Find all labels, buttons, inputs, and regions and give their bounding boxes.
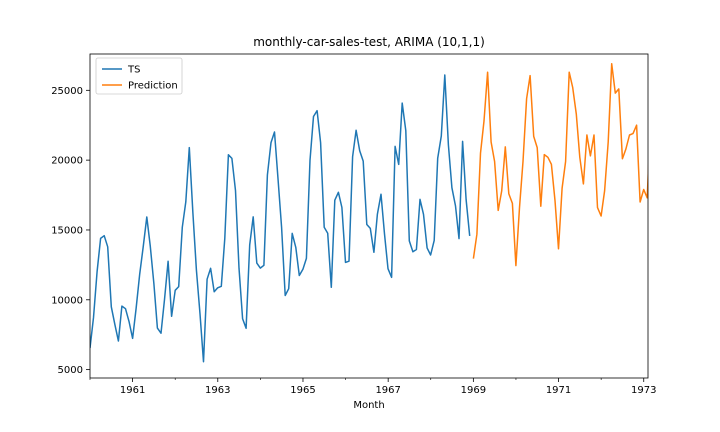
legend: TS Prediction <box>95 57 183 95</box>
chart-title: monthly-car-sales-test, ARIMA (10,1,1) <box>253 35 485 49</box>
x-tick-label: 1973 <box>631 385 656 396</box>
y-tick-label: 25000 <box>51 86 83 97</box>
x-tick-label: 1967 <box>375 385 400 396</box>
y-tick-label: 5000 <box>58 365 83 376</box>
y-tick-label: 15000 <box>51 225 83 236</box>
y-tick-label: 10000 <box>51 295 83 306</box>
y-tick-label: 20000 <box>51 156 83 167</box>
x-axis-label: Month <box>353 400 384 411</box>
x-tick-label: 1961 <box>120 385 145 396</box>
series-line-1 <box>90 74 471 363</box>
x-tick-label: 1965 <box>290 385 315 396</box>
legend-label: TS <box>127 65 140 76</box>
plot-area <box>89 53 649 379</box>
plot-frame <box>89 53 649 379</box>
axis-ticks: 1961 1963 1965 1967 1969 1971 1973 5000 10000 150… <box>51 86 656 396</box>
legend-label: Prediction <box>128 81 178 92</box>
x-tick-label: 1963 <box>205 385 230 396</box>
x-tick-label: 1971 <box>546 385 571 396</box>
series-line-2 <box>472 63 648 267</box>
x-tick-label: 1969 <box>461 385 486 396</box>
